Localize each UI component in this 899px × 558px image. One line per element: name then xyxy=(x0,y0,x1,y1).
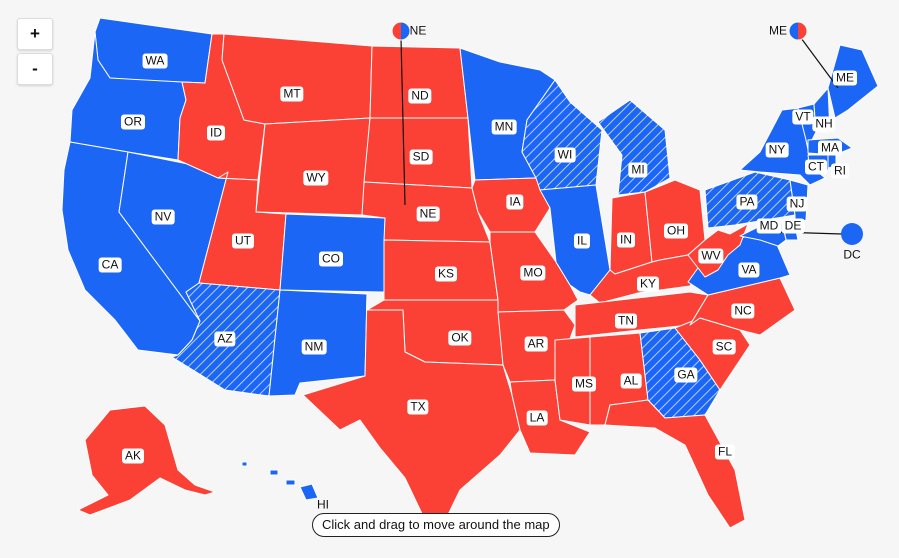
ne-split-marker[interactable] xyxy=(391,21,411,41)
state-ct[interactable] xyxy=(807,154,829,173)
state-nd[interactable] xyxy=(369,45,469,119)
state-me[interactable] xyxy=(827,44,879,119)
state-mt[interactable] xyxy=(221,33,373,125)
state-ak[interactable] xyxy=(77,405,216,516)
state-nh[interactable] xyxy=(813,87,831,133)
state-fl[interactable] xyxy=(604,399,746,529)
state-ks[interactable] xyxy=(383,239,499,301)
state-hi[interactable] xyxy=(241,461,319,501)
state-ma[interactable] xyxy=(807,137,853,156)
ne-leader-line xyxy=(400,37,406,206)
me-leader-line xyxy=(800,37,839,89)
me-split-marker[interactable] xyxy=(788,21,808,41)
drag-hint: Click and drag to move around the map xyxy=(312,513,560,537)
state-sd[interactable] xyxy=(363,117,473,189)
zoom-out-button[interactable]: - xyxy=(17,53,53,85)
state-mi[interactable] xyxy=(597,99,671,196)
state-wa[interactable] xyxy=(94,17,213,84)
state-ri[interactable] xyxy=(827,154,837,169)
state-in[interactable] xyxy=(609,191,653,275)
state-ms[interactable] xyxy=(554,336,591,426)
zoom-in-button[interactable]: + xyxy=(17,18,53,50)
state-pa[interactable] xyxy=(704,171,796,229)
dc-marker[interactable] xyxy=(841,223,863,245)
state-wy[interactable] xyxy=(255,117,371,216)
state-co[interactable] xyxy=(279,213,386,293)
